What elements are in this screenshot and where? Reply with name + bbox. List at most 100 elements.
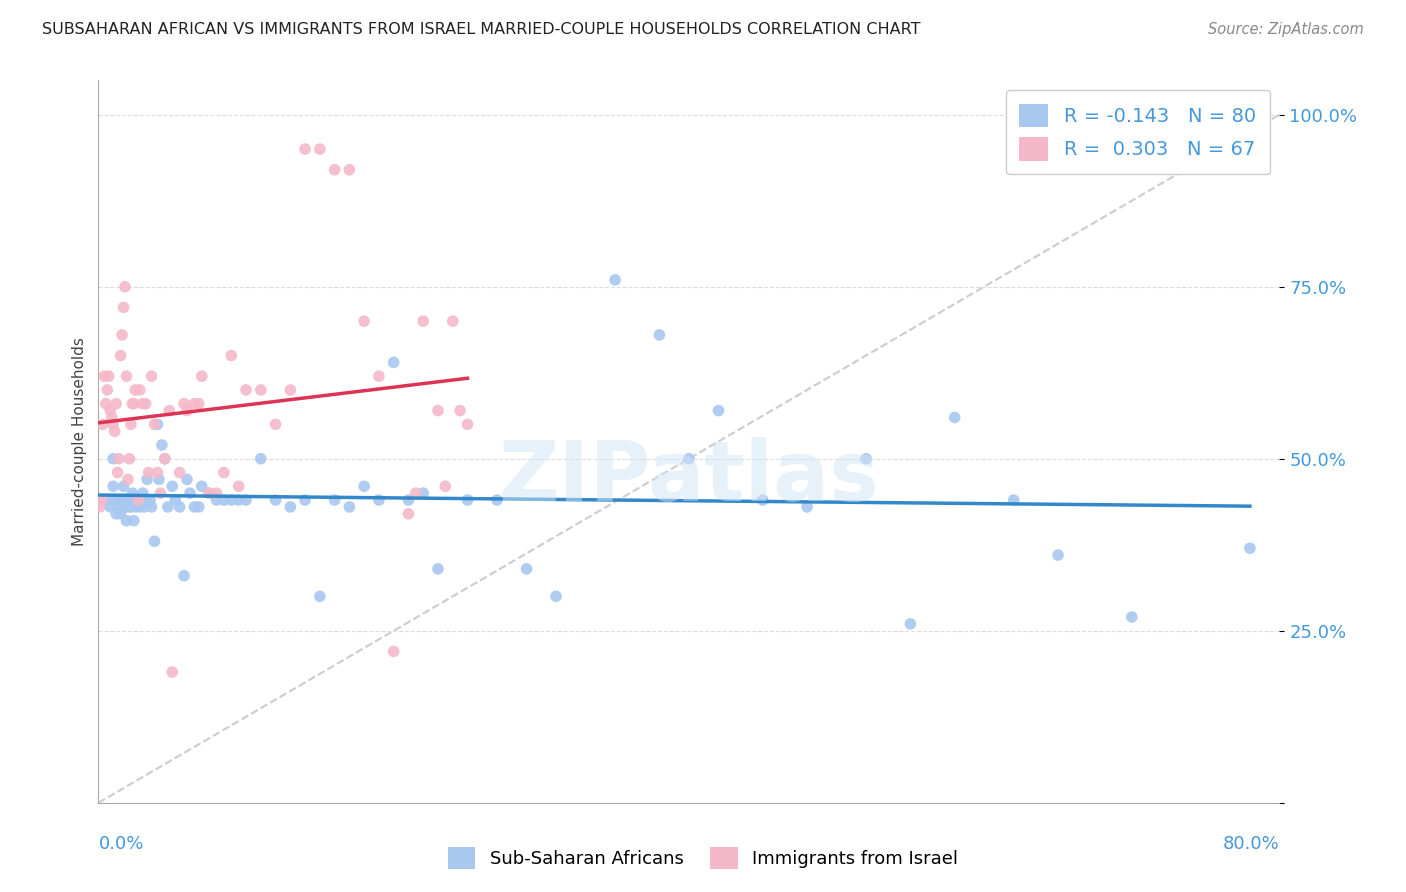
Point xyxy=(294,493,316,508)
Point xyxy=(118,493,141,508)
Legend: Sub-Saharan Africans, Immigrants from Israel: Sub-Saharan Africans, Immigrants from Is… xyxy=(439,838,967,879)
Point xyxy=(121,397,143,411)
Point xyxy=(900,616,922,631)
Point xyxy=(103,451,125,466)
Point xyxy=(323,493,346,508)
Point xyxy=(434,479,457,493)
Point xyxy=(141,369,163,384)
Point xyxy=(173,397,195,411)
Point xyxy=(91,417,114,432)
Point xyxy=(368,369,391,384)
Point xyxy=(605,273,627,287)
Point xyxy=(264,417,287,432)
Point xyxy=(128,500,150,514)
Point xyxy=(427,562,450,576)
Point xyxy=(100,410,122,425)
Point xyxy=(441,314,464,328)
Point xyxy=(122,514,145,528)
Point xyxy=(141,500,163,514)
Point xyxy=(157,403,180,417)
Point xyxy=(107,466,129,480)
Point xyxy=(121,486,143,500)
Point xyxy=(96,383,118,397)
Point xyxy=(183,500,205,514)
Point xyxy=(118,451,141,466)
Point xyxy=(124,500,146,514)
Point xyxy=(221,349,243,363)
Point xyxy=(412,486,434,500)
Point xyxy=(405,486,427,500)
Point xyxy=(110,507,132,521)
Point xyxy=(398,507,420,521)
Text: ZIPatlas: ZIPatlas xyxy=(499,437,879,518)
Point xyxy=(427,403,450,417)
Point xyxy=(457,493,479,508)
Point xyxy=(169,500,191,514)
Point xyxy=(1046,548,1070,562)
Point xyxy=(127,493,149,508)
Point xyxy=(115,369,138,384)
Point xyxy=(368,493,391,508)
Point xyxy=(309,590,332,604)
Point xyxy=(125,493,148,508)
Point xyxy=(111,493,134,508)
Point xyxy=(111,327,134,342)
Point xyxy=(398,493,420,508)
Text: Source: ZipAtlas.com: Source: ZipAtlas.com xyxy=(1208,22,1364,37)
Point xyxy=(678,451,700,466)
Point xyxy=(457,417,479,432)
Point xyxy=(153,451,176,466)
Point xyxy=(105,507,128,521)
Point xyxy=(89,500,111,514)
Point xyxy=(103,417,125,432)
Point xyxy=(353,479,375,493)
Point xyxy=(149,486,172,500)
Point xyxy=(132,486,155,500)
Point xyxy=(339,500,361,514)
Point xyxy=(176,403,198,417)
Point xyxy=(516,562,538,576)
Point xyxy=(146,417,169,432)
Point xyxy=(124,383,146,397)
Point xyxy=(183,397,205,411)
Point xyxy=(752,493,775,508)
Point xyxy=(146,466,169,480)
Point xyxy=(94,493,117,508)
Point xyxy=(412,314,434,328)
Point xyxy=(162,479,183,493)
Point xyxy=(108,451,131,466)
Point xyxy=(449,403,471,417)
Point xyxy=(153,451,176,466)
Point xyxy=(98,403,121,417)
Point xyxy=(280,500,302,514)
Point xyxy=(191,369,214,384)
Point xyxy=(235,493,257,508)
Point xyxy=(112,301,135,315)
Point xyxy=(228,479,250,493)
Point xyxy=(165,493,187,508)
Point xyxy=(1239,541,1261,556)
Point xyxy=(294,142,316,156)
Point xyxy=(114,493,136,508)
Point xyxy=(90,493,112,508)
Text: 0.0%: 0.0% xyxy=(98,835,143,854)
Point xyxy=(353,314,375,328)
Point xyxy=(198,486,221,500)
Legend: R = -0.143   N = 80, R =  0.303   N = 67: R = -0.143 N = 80, R = 0.303 N = 67 xyxy=(1005,90,1270,175)
Point xyxy=(191,479,214,493)
Point xyxy=(205,486,228,500)
Point xyxy=(169,466,191,480)
Point xyxy=(309,142,332,156)
Point xyxy=(114,279,136,293)
Point xyxy=(105,397,128,411)
Point xyxy=(221,493,243,508)
Point xyxy=(107,493,129,508)
Point xyxy=(382,355,405,369)
Point xyxy=(187,500,209,514)
Point xyxy=(176,472,198,486)
Point xyxy=(120,500,142,514)
Point xyxy=(323,162,346,177)
Point xyxy=(148,472,170,486)
Point xyxy=(134,500,156,514)
Point xyxy=(127,493,149,508)
